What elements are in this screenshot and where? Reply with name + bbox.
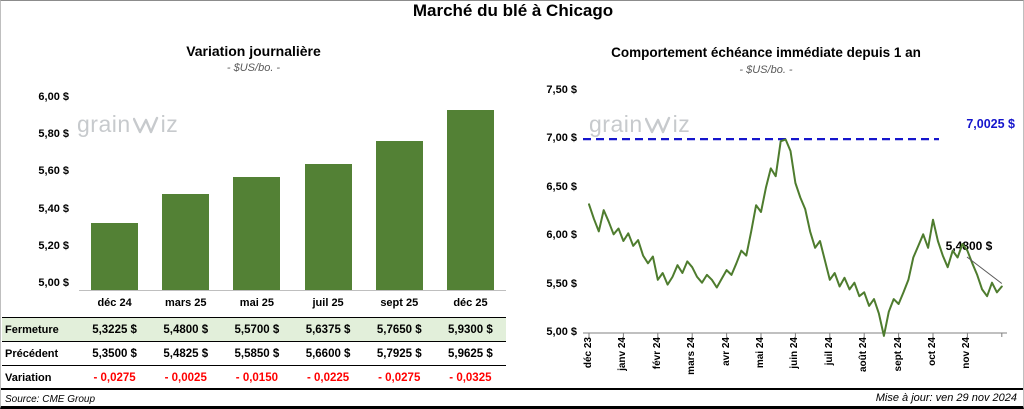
update-note: Mise à jour: ven 29 nov 2024: [875, 392, 1017, 404]
line-chart-panel: Comportement échéance immédiate depuis 1…: [511, 1, 1023, 406]
bar: [162, 193, 210, 290]
line-y-axis-tick-label: 6,50 $: [546, 180, 577, 193]
table-cell: - 0,0275: [378, 371, 421, 384]
bar-chart-title: Variation journalière: [186, 43, 321, 59]
bar-column: [150, 98, 221, 290]
bar-y-axis-tick-label: 5,80 $: [38, 128, 69, 141]
price-table: Fermeture 5,3225 $ 5,4800 $ 5,5700 $ 5,6375 …: [2, 317, 506, 389]
table-cell: 5,9300 $: [448, 323, 493, 336]
table-cell: 5,5850 $: [234, 347, 280, 360]
bar-y-axis-tick-label: 5,00 $: [38, 277, 69, 289]
table-row-label: Précédent: [5, 347, 59, 360]
last-value-label: 5,4800 $: [945, 239, 993, 253]
last-point-callout-line: [966, 256, 1003, 284]
bar-x-axis-label: déc 25: [453, 297, 488, 309]
bar-column: [293, 98, 364, 290]
table-cell: 5,6375 $: [305, 323, 351, 336]
bar-x-axis-label: sept 25: [380, 297, 419, 309]
bar-column: [79, 98, 150, 290]
table-row-variation: Variation - 0,0275 - 0,0025 - 0,0150 - 0,022…: [2, 365, 506, 389]
line-chart-plot: [583, 138, 1007, 337]
grainwiz-zigzag-logo-icon: [132, 116, 158, 134]
table-row-label: Variation: [5, 371, 52, 384]
bar: [304, 164, 352, 290]
table-cell: 5,5700 $: [234, 323, 280, 336]
grainwiz-watermark-prefix: grain: [77, 111, 131, 137]
line-y-axis-tick-label: 7,00 $: [546, 132, 577, 145]
table-cell: - 0,0275: [93, 371, 136, 384]
table-cell: - 0,0025: [164, 371, 207, 384]
bar-chart-panel: Variation journalière - $US/bo. - grain …: [1, 1, 511, 406]
bar-x-axis-label: déc 24: [97, 297, 132, 309]
grainwiz-watermark-suffix: iz: [672, 111, 691, 137]
bar: [375, 140, 423, 290]
bar-y-axis-tick-label: 5,40 $: [38, 202, 69, 215]
source-note: Source: CME Group: [5, 394, 96, 405]
line-y-axis-tick-label: 6,00 $: [546, 229, 577, 242]
line-y-axis-tick-label: 5,50 $: [546, 277, 577, 290]
reference-value-label: 7,0025 $: [966, 117, 1015, 131]
table-cell: - 0,0225: [306, 371, 350, 384]
bar-chart-plot: [79, 98, 506, 291]
line-chart-title: Comportement échéance immédiate depuis 1…: [611, 45, 921, 60]
grainwiz-zigzag-logo-icon: [644, 116, 670, 134]
bar-x-axis-label: mars 25: [164, 297, 207, 309]
price-series-line: [588, 138, 1003, 337]
table-cell: - 0,0325: [449, 371, 492, 384]
bar-y-axis-tick-label: 6,00 $: [38, 91, 69, 103]
bar: [233, 176, 281, 290]
table-cell: 5,4825 $: [163, 347, 209, 360]
grainwiz-watermark: grain iz: [77, 111, 178, 138]
table-cell: 5,4800 $: [163, 323, 209, 336]
table-cell: 5,3225 $: [92, 323, 137, 336]
page-title: Marché du blé à Chicago: [412, 1, 614, 20]
grainwiz-watermark: grain iz: [589, 111, 690, 138]
table-row-fermeture: Fermeture 5,3225 $ 5,4800 $ 5,5700 $ 5,6375 …: [2, 317, 506, 341]
line-y-axis-tick-label: 7,50 $: [546, 84, 577, 96]
table-cell: 5,7650 $: [376, 323, 422, 336]
table-row-label: Fermeture: [5, 323, 59, 336]
bar-y-axis-tick-label: 5,60 $: [38, 165, 69, 178]
line-chart-subtitle: - $US/bo. -: [739, 64, 793, 76]
bar-chart-subtitle: - $US/bo. -: [226, 62, 281, 74]
grainwiz-watermark-suffix: iz: [160, 111, 179, 137]
table-row-precedent: Précédent 5,3500 $ 5,4825 $ 5,5850 $ 5,6600 …: [2, 341, 506, 365]
bar-column: [364, 98, 435, 290]
bar-x-axis-label: mai 25: [239, 297, 275, 309]
table-cell: 5,9625 $: [448, 347, 493, 360]
bar-column: [221, 98, 292, 290]
grainwiz-watermark-prefix: grain: [589, 111, 643, 137]
footer-divider: [1, 388, 1023, 390]
bar-y-axis-tick-label: 5,20 $: [38, 239, 69, 252]
bar: [91, 223, 139, 290]
table-cell: 5,6600 $: [305, 347, 351, 360]
table-cell: 5,3500 $: [92, 347, 137, 360]
bar-x-axis-label: juil 25: [312, 297, 344, 309]
line-y-axis-tick-label: 5,00 $: [546, 326, 577, 338]
bar-column: [435, 98, 506, 290]
table-cell: 5,7925 $: [376, 347, 422, 360]
table-cell: - 0,0150: [235, 371, 278, 384]
bar-chart-x-axis: déc 24 mars 25 mai 25 juil 25 sept 25 déc 25: [79, 297, 506, 309]
bar: [446, 110, 494, 290]
